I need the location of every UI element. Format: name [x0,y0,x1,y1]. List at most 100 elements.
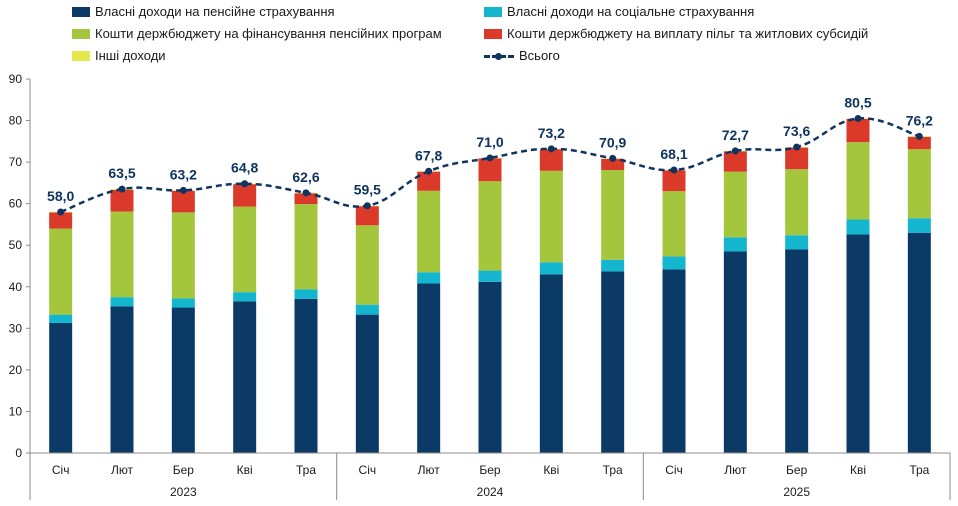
legend-item-other-income: Інші доходи [72,48,166,63]
legend-label: Кошти держбюджету на фінансування пенсій… [95,26,442,41]
bar-segment [171,190,195,213]
bar-segment [723,251,747,453]
total-data-label: 58,0 [47,188,74,204]
bar-segment [478,281,502,453]
bar-segment [171,298,195,308]
x-tick-label: Бер [479,463,501,477]
total-point [425,167,433,175]
bar-segment [539,274,563,453]
total-data-label: 70,9 [599,134,626,150]
bar-segment [539,170,563,263]
total-point [486,154,494,162]
bar-segment [907,218,931,233]
total-point [854,114,862,122]
bar-segment [49,228,73,315]
x-tick-label: Бер [786,463,808,477]
bar-segment [355,314,379,453]
legend-item-budget-pension-programs: Кошти держбюджету на фінансування пенсій… [72,26,442,41]
legend-label: Власні доходи на соціальне страхування [507,4,755,19]
bar-segment [785,249,809,453]
bar-segment [785,235,809,250]
total-point [118,185,126,193]
bar-segment [846,142,870,220]
total-point [670,166,678,174]
bar-segment [907,149,931,219]
x-tick-label: Тра [296,463,316,477]
bar-segment [662,191,686,257]
legend-item-social-insurance: Власні доходи на соціальне страхування [484,4,754,19]
bar-segment [110,306,134,453]
total-point [793,143,801,151]
total-point [57,208,65,216]
bar-segment [110,211,134,298]
total-point [547,145,555,153]
total-point [241,180,249,188]
total-data-label: 72,7 [722,127,749,143]
bar-segment [233,184,257,207]
legend-swatch [72,50,90,61]
total-data-label: 73,6 [783,123,810,139]
bar-segment [49,212,73,229]
bar-segment [907,136,931,150]
y-tick-label: 20 [9,363,23,377]
bar-segment [723,171,747,238]
x-tick-label: Лют [111,463,134,477]
bar-segment [478,270,502,282]
bar-segment [110,297,134,307]
total-point [363,202,371,210]
y-tick-label: 50 [9,238,23,252]
x-tick-label: Бер [173,463,195,477]
bar-segment [233,301,257,453]
bar-segment [171,212,195,299]
y-tick-label: 30 [9,321,23,335]
bar-segment [662,256,686,270]
total-point [179,186,187,194]
group-label: 2023 [170,485,197,499]
bar-segment [785,147,809,170]
bar-segment [601,158,625,171]
y-tick-label: 10 [9,404,23,418]
bar-segment [355,304,379,315]
total-point [609,154,617,162]
total-point [731,147,739,155]
legend-swatch [72,28,90,39]
bar-segment [785,169,809,236]
bar-segment [355,206,379,226]
total-data-label: 68,1 [660,146,687,162]
bar-segment [478,181,502,271]
total-data-label: 62,6 [292,169,319,185]
bar-segment [601,170,625,260]
legend-label: Кошти держбюджету на виплату пільг та жи… [507,26,869,41]
bar-segment [233,206,257,293]
total-data-label: 71,0 [476,134,503,150]
x-tick-label: Січ [665,463,683,477]
total-point [302,189,310,197]
total-data-label: 67,8 [415,147,442,163]
bar-segment [723,151,747,172]
bar-segment [417,190,441,273]
x-tick-label: Лют [418,463,441,477]
bar-segment [110,189,134,212]
legend-line-marker [484,51,514,61]
bar-segment [662,269,686,453]
y-tick-label: 0 [15,446,22,460]
bar-segment [846,219,870,235]
legend-label: Власні доходи на пенсійне страхування [95,4,335,19]
total-data-label: 76,2 [906,112,933,128]
x-tick-label: Січ [359,463,377,477]
total-data-label: 63,2 [170,166,197,182]
bar-segment [907,232,931,453]
x-tick-label: Кві [237,463,253,477]
x-tick-label: Кві [850,463,866,477]
group-label: 2024 [477,485,504,499]
legend-item-budget-benefits-subsidies: Кошти держбюджету на виплату пільг та жи… [484,26,868,41]
y-tick-label: 60 [9,197,23,211]
bar-segment [49,314,73,323]
bar-segment [846,234,870,453]
y-tick-label: 90 [9,72,23,86]
bar-segment [662,170,686,192]
total-data-label: 59,5 [354,182,381,198]
legend-label: Всього [519,48,560,63]
bar-segment [539,262,563,275]
